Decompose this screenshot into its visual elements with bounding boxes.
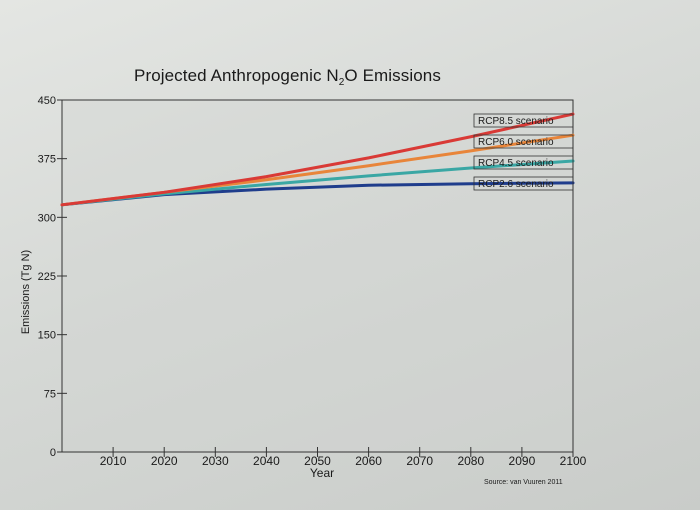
legend-label: RCP2.6 scenario [478,179,554,190]
source-note: Source: van Vuuren 2011 [484,479,563,486]
x-tick-label: 2070 [406,454,433,468]
y-tick-label: 450 [38,95,56,107]
x-tick-label: 2020 [151,454,178,468]
plot-area [61,99,574,453]
chart-title-end: O Emissions [344,66,441,85]
chart-title-main: Projected Anthropogenic N [134,66,339,85]
x-tick-label: 2030 [202,454,229,468]
x-tick-label: 2010 [100,454,127,468]
y-tick-label: 300 [38,212,56,224]
legend-box [473,176,574,191]
x-tick-label: 2060 [355,454,382,468]
y-tick-label: 225 [38,271,56,283]
x-tick-label: 2100 [560,454,587,468]
legend-box [473,113,574,128]
y-tick-label: 0 [50,447,56,459]
x-tick-label: 2080 [457,454,484,468]
y-tick-label: 75 [44,388,56,400]
x-tick-label: 2090 [509,454,536,468]
legend-box [473,134,574,149]
x-axis-label: Year [309,466,335,480]
legend-label: RCP6.0 scenario [478,137,554,148]
x-tick-label: 2050 [304,454,331,468]
y-tick-label: 150 [38,330,56,342]
legend-label: RCP4.5 scenario [478,158,554,169]
y-tick-label: 375 [38,154,56,166]
chart-title: Projected Anthropogenic N2O Emissions [134,66,441,88]
series-line [60,112,575,207]
legend-box [473,155,574,170]
chart-title-subscript: 2 [338,77,345,88]
y-axis-label: Emissions (Tg N) [20,249,32,335]
legend-label: RCP8.5 scenario [478,116,554,127]
x-tick-label: 2040 [253,454,280,468]
